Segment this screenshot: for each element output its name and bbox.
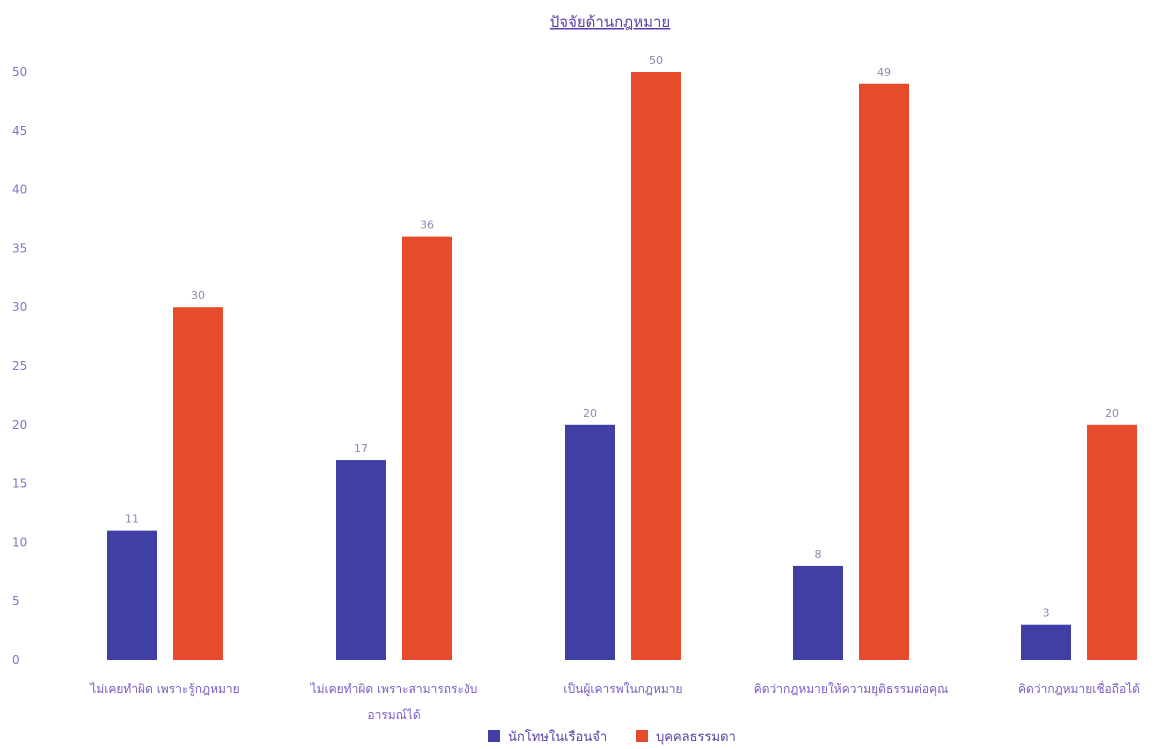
data-label: 20 <box>1105 407 1119 420</box>
data-label: 8 <box>815 548 822 561</box>
data-label: 50 <box>649 54 663 67</box>
y-tick-label: 0 <box>12 653 20 667</box>
y-tick-label: 10 <box>12 535 27 549</box>
legend-label[interactable]: บุคคลธรรมดา <box>656 730 736 745</box>
y-tick-label: 30 <box>12 300 27 314</box>
data-label: 17 <box>354 442 368 455</box>
y-tick-label: 50 <box>12 65 27 79</box>
bar-series-1-cat-3[interactable] <box>565 424 615 660</box>
x-axis: ไม่เคยทำผิด เพราะรู้กฎหมาย ไม่เคยทำผิด เพ… <box>89 680 1140 722</box>
x-tick-label: คิดว่ากฎหมายเชื่อถือได้ <box>1018 680 1140 696</box>
y-tick-label: 40 <box>12 183 27 197</box>
legend-swatch[interactable] <box>636 730 648 742</box>
chart-title: ปัจจัยด้านกฎหมาย <box>550 13 670 31</box>
y-tick-label: 25 <box>12 359 27 373</box>
x-tick-label: ไม่เคยทำผิด เพราะรู้กฎหมาย <box>89 682 239 697</box>
bar-series-2-cat-4[interactable] <box>859 83 909 660</box>
x-tick-label: คิดว่ากฎหมายให้ความยุติธรรมต่อคุณ <box>754 682 949 697</box>
bar-series-2-cat-3[interactable] <box>631 72 681 660</box>
data-label: 11 <box>125 513 139 526</box>
legend-swatch[interactable] <box>488 730 500 742</box>
y-tick-label: 5 <box>12 594 20 608</box>
legend-label[interactable]: นักโทษในเรือนจำ <box>508 729 607 745</box>
x-tick-label: อารมณ์ได้ <box>367 708 420 722</box>
bar-series-1-cat-1[interactable] <box>107 530 157 660</box>
bar-series-2-cat-5[interactable] <box>1087 424 1137 660</box>
bar-series-1-cat-5[interactable] <box>1021 624 1071 660</box>
data-label: 30 <box>191 289 205 302</box>
data-label: 20 <box>583 407 597 420</box>
x-tick-label: เป็นผู้เคารพในกฎหมาย <box>563 681 682 697</box>
bar-series-2-cat-1[interactable] <box>173 307 223 660</box>
y-tick-label: 20 <box>12 418 27 432</box>
data-label: 3 <box>1043 607 1050 620</box>
x-tick-label: ไม่เคยทำผิด เพราะสามารถระงับ <box>310 682 478 696</box>
y-tick-label: 15 <box>12 477 27 491</box>
bar-series-1-cat-4[interactable] <box>793 565 843 660</box>
bars-group: 11 30 17 36 20 50 8 49 3 20 <box>107 54 1137 660</box>
data-label: 49 <box>877 66 891 79</box>
y-axis: 0 5 10 15 20 25 30 35 40 45 50 <box>12 65 27 667</box>
legend[interactable]: นักโทษในเรือนจำ บุคคลธรรมดา <box>488 729 736 745</box>
data-label: 36 <box>420 219 434 232</box>
y-tick-label: 35 <box>12 241 27 255</box>
y-tick-label: 45 <box>12 124 27 138</box>
bar-series-2-cat-2[interactable] <box>402 236 452 660</box>
bar-series-1-cat-2[interactable] <box>336 460 386 660</box>
